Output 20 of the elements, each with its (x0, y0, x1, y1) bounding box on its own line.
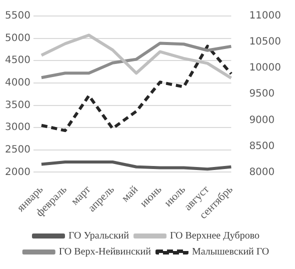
y2-tick-label: 9000 (249, 114, 275, 126)
y2-tick-label: 9500 (249, 88, 275, 100)
legend-label: ГО Верхнее Дуброво (170, 230, 260, 242)
y-tick-label: 2500 (4, 144, 30, 156)
y-tick-label: 3500 (4, 100, 30, 111)
y-tick-label: 4500 (4, 55, 30, 66)
legend-label: ГО Уральский (68, 230, 130, 242)
y2-tick-label: 8500 (249, 140, 275, 152)
y-tick-label: 3000 (4, 122, 30, 134)
legend-label: ГО Верх-Нейвинский (58, 246, 152, 258)
y2-tick-label: 10500 (249, 36, 281, 48)
y-tick-label: 2000 (4, 166, 30, 178)
x-tick-label: май (120, 184, 141, 205)
y2-tick-label: 8000 (249, 166, 275, 178)
y-tick-label: 4000 (4, 78, 30, 89)
y2-tick-label: 10000 (249, 62, 281, 74)
y-tick-label: 5500 (4, 10, 30, 22)
legend-label: Малышевский ГО (192, 246, 270, 258)
y-tick-label: 5000 (4, 32, 30, 44)
y2-tick-label: 11000 (249, 10, 281, 22)
